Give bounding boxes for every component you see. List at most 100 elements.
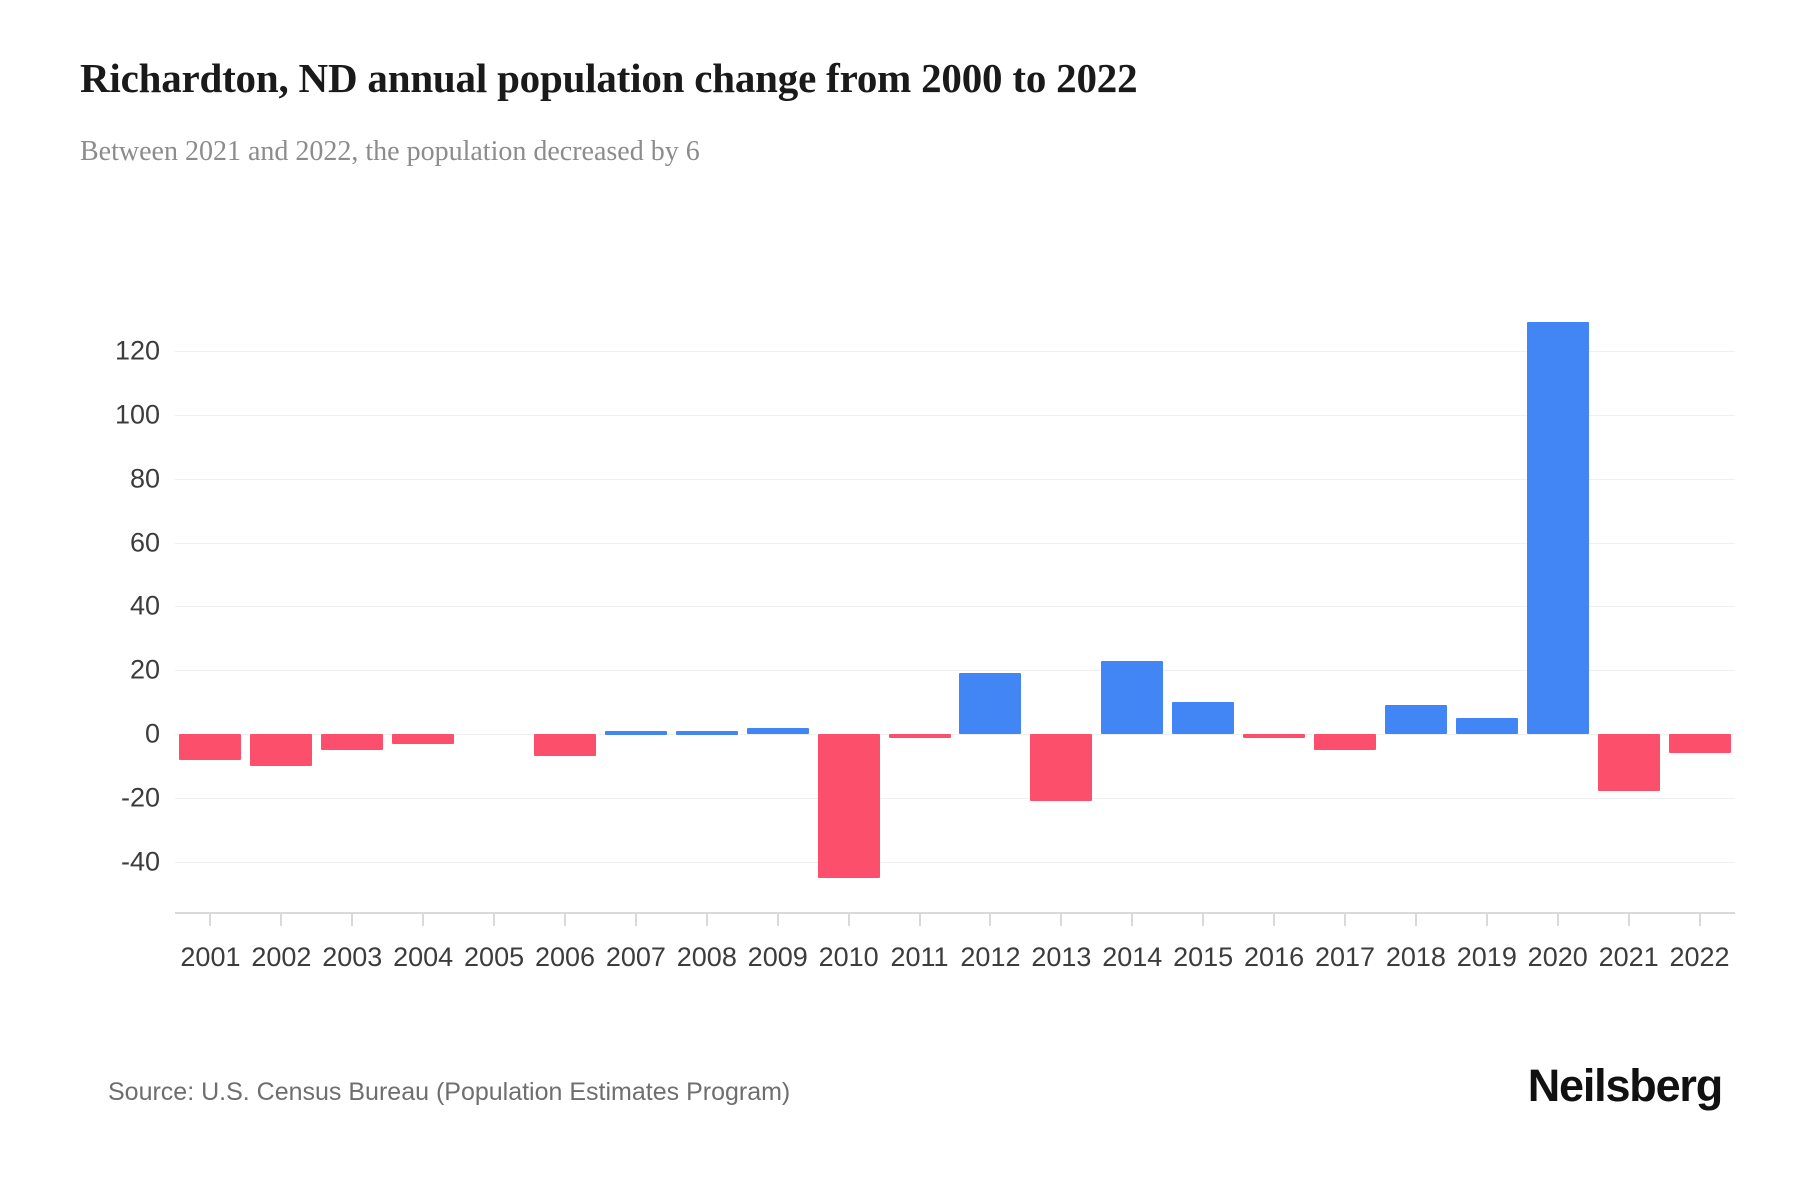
y-axis-tick-label: 120 [114, 335, 160, 366]
bar-2013[interactable] [1030, 734, 1093, 802]
bar-slot [742, 300, 813, 900]
bar-2012[interactable] [959, 673, 1022, 735]
gridline [175, 542, 1735, 544]
x-axis-tick-label: 2016 [1244, 942, 1305, 972]
x-axis-tick-mark [1698, 912, 1701, 926]
x-axis-tick-mark [1202, 912, 1205, 926]
bar-2014[interactable] [1101, 660, 1164, 735]
x-axis-tick-label: 2006 [534, 942, 596, 972]
x-axis-tick-label: 2020 [1527, 942, 1588, 972]
bar-2007[interactable] [604, 730, 667, 735]
bar-2016[interactable] [1243, 734, 1306, 739]
x-axis-tick-mark [280, 912, 283, 926]
bar-series [175, 300, 1735, 900]
gridline [175, 797, 1735, 799]
y-axis-tick-label: -40 [120, 846, 160, 877]
x-axis-tick-label: 2013 [1031, 942, 1092, 972]
bar-2019[interactable] [1455, 718, 1518, 735]
x-axis-tick-label: 2019 [1456, 942, 1517, 972]
x-axis-tick-mark [351, 912, 354, 926]
bar-2015[interactable] [1172, 702, 1235, 735]
x-axis-tick-mark [1485, 912, 1488, 926]
x-axis-tick-label: 2002 [251, 942, 312, 972]
x-axis-tick-label: 2021 [1598, 942, 1659, 972]
gridline [175, 861, 1735, 863]
bar-2017[interactable] [1313, 734, 1376, 750]
x-axis-tick-label: 2015 [1173, 942, 1234, 972]
x-axis-tick-mark [422, 912, 425, 926]
bar-slot [1451, 300, 1522, 900]
bar-slot [1097, 300, 1168, 900]
y-axis-tick-label: 60 [129, 527, 160, 558]
x-axis-line [175, 912, 1735, 914]
y-axis: -40 -20 0 20 40 60 80 100 120 [115, 300, 1735, 900]
page-title: Richardton, ND annual population change … [80, 55, 1138, 101]
bar-2004[interactable] [392, 734, 455, 744]
x-axis-tick-label: 2001 [180, 942, 241, 972]
gridline [175, 606, 1735, 608]
x-axis-tick-mark [705, 912, 708, 926]
y-axis-tick-label: 0 [144, 718, 160, 749]
x-axis-tick-mark [209, 912, 212, 926]
x-axis-tick-mark [493, 912, 496, 926]
bar-slot [1593, 300, 1664, 900]
gridline [175, 478, 1735, 480]
bar-2003[interactable] [321, 734, 384, 750]
bar-slot [600, 300, 671, 900]
x-axis-tick-mark [1344, 912, 1346, 926]
page-subtitle: Between 2021 and 2022, the population de… [80, 136, 700, 167]
bar-slot [1310, 300, 1381, 900]
bar-2006[interactable] [533, 734, 596, 757]
x-axis-tick-label: 2022 [1669, 942, 1730, 972]
y-axis-tick-label: 40 [129, 590, 160, 621]
bar-slot [955, 300, 1026, 900]
bar-slot [671, 300, 742, 900]
bar-slot [246, 300, 317, 900]
x-axis-tick-mark [989, 912, 992, 926]
y-axis-tick-label: 100 [114, 399, 160, 430]
gridline [175, 734, 1735, 736]
y-axis-tick-label: 80 [129, 463, 160, 494]
x-axis-tick-mark [1060, 912, 1063, 926]
bar-2009[interactable] [746, 727, 809, 735]
bar-2022[interactable] [1668, 734, 1731, 754]
bar-2010[interactable] [817, 734, 880, 878]
x-axis-tick-mark [1627, 912, 1630, 926]
x-axis-tick-label: 2005 [464, 942, 525, 972]
x-axis-tick-mark [1131, 912, 1134, 926]
x-axis-tick-mark [634, 912, 637, 926]
source-note: Source: U.S. Census Bureau (Population E… [108, 1078, 791, 1106]
bar-slot [1522, 300, 1593, 900]
bar-2011[interactable] [888, 734, 951, 739]
x-axis-tick-label: 2009 [747, 942, 808, 972]
x-axis-tick-label: 2003 [322, 942, 383, 972]
x-axis-tick-mark [1273, 912, 1276, 926]
bar-2001[interactable] [179, 734, 242, 760]
bar-2002[interactable] [250, 734, 313, 766]
bar-2018[interactable] [1384, 705, 1447, 735]
bar-slot [884, 300, 955, 900]
bar-slot [813, 300, 884, 900]
x-axis-tick-mark [847, 912, 850, 926]
bar-2008[interactable] [675, 730, 738, 735]
bar-2020[interactable] [1526, 322, 1589, 735]
bar-slot [1239, 300, 1310, 900]
x-axis-tick-mark [918, 912, 921, 926]
x-axis-tick-label: 2008 [676, 942, 737, 972]
bar-slot [317, 300, 388, 900]
y-axis-tick-label: -20 [120, 782, 160, 813]
bar-slot [388, 300, 459, 900]
x-axis-tick-label: 2011 [890, 942, 949, 972]
gridline [175, 670, 1735, 672]
x-axis-tick-mark [1414, 912, 1417, 926]
bar-slot [1664, 300, 1735, 900]
gridline [175, 351, 1735, 353]
brand-logo: Neilsberg [1527, 1060, 1723, 1111]
bar-2021[interactable] [1597, 734, 1660, 792]
plot-area [175, 300, 1735, 900]
bar-slot [175, 300, 246, 900]
y-axis-tick-label: 20 [129, 654, 160, 685]
bar-slot [530, 300, 601, 900]
x-axis-tick-mark [564, 912, 566, 926]
